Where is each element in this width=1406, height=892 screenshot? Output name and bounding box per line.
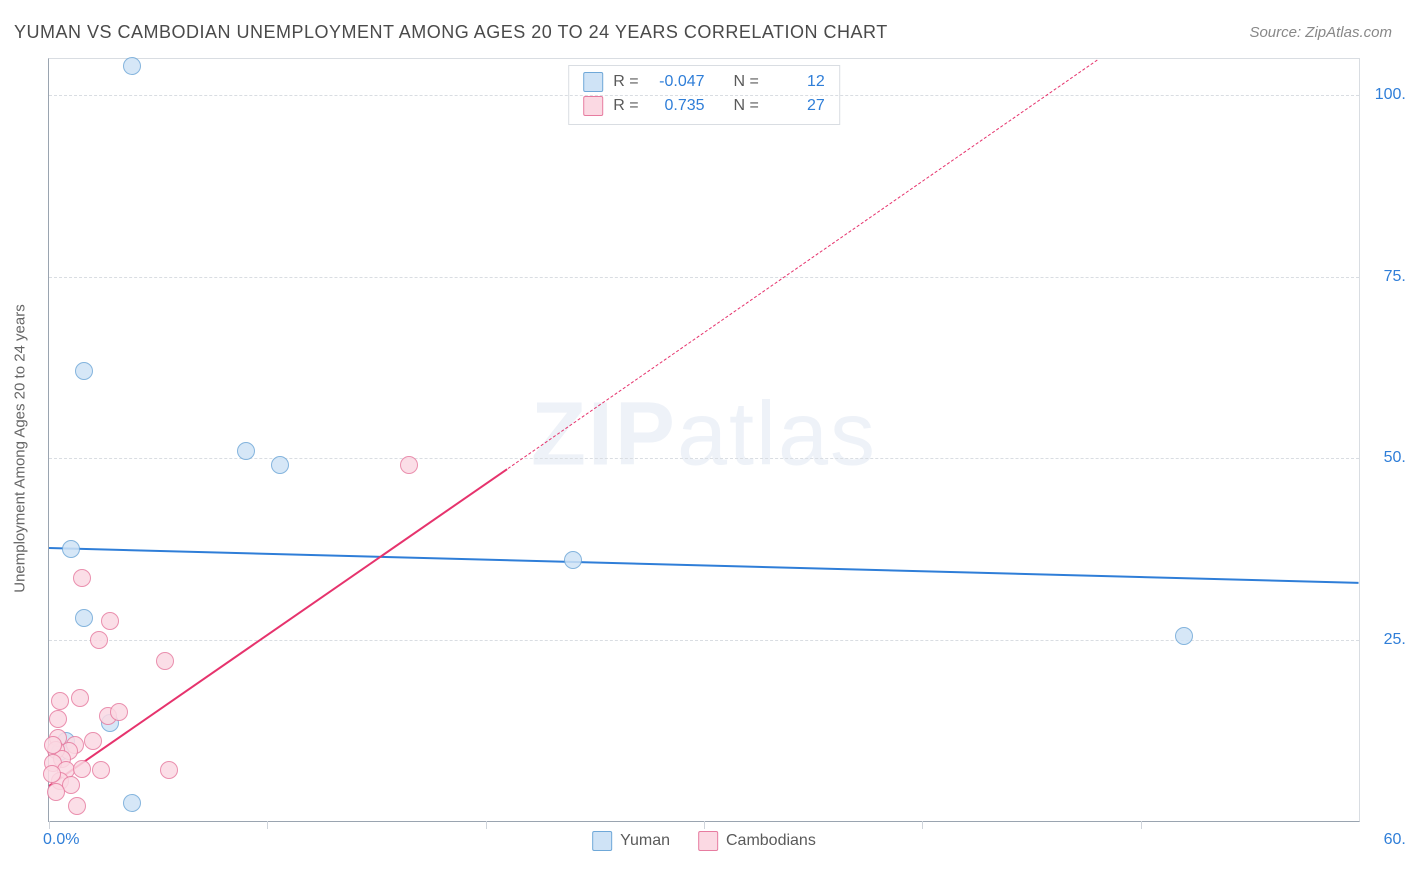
legend-item-yuman: Yuman	[592, 831, 670, 851]
data-point	[123, 57, 141, 75]
x-tick	[49, 821, 50, 829]
data-point	[110, 703, 128, 721]
data-point	[92, 761, 110, 779]
x-tick	[1141, 821, 1142, 829]
data-point	[71, 689, 89, 707]
x-tick	[922, 821, 923, 829]
x-tick	[486, 821, 487, 829]
x-tick	[267, 821, 268, 829]
data-point	[62, 540, 80, 558]
data-point	[47, 783, 65, 801]
r-value-cambodians: 0.735	[649, 94, 705, 118]
swatch-cambodians-icon	[698, 831, 718, 851]
data-point	[44, 736, 62, 754]
series-legend: Yuman Cambodians	[592, 831, 816, 851]
data-point	[84, 732, 102, 750]
trend-line	[48, 468, 508, 787]
swatch-yuman-icon	[592, 831, 612, 851]
data-point	[51, 692, 69, 710]
watermark: ZIPatlas	[531, 383, 877, 486]
r-value-yuman: -0.047	[649, 70, 705, 94]
n-value-yuman: 12	[769, 70, 825, 94]
data-point	[1175, 627, 1193, 645]
data-point	[123, 794, 141, 812]
y-tick-label: 25.0%	[1369, 631, 1406, 649]
legend-row-cambodians: R = 0.735 N = 27	[583, 94, 825, 118]
data-point	[101, 612, 119, 630]
data-point	[75, 362, 93, 380]
data-point	[564, 551, 582, 569]
y-tick-label: 75.0%	[1369, 268, 1406, 286]
scatter-plot: ZIPatlas R = -0.047 N = 12 R = 0.735 N =…	[48, 58, 1360, 822]
y-tick-label: 50.0%	[1369, 449, 1406, 467]
source-label: Source: ZipAtlas.com	[1249, 24, 1392, 41]
legend-row-yuman: R = -0.047 N = 12	[583, 70, 825, 94]
gridline	[49, 95, 1359, 96]
n-value-cambodians: 27	[769, 94, 825, 118]
x-tick	[704, 821, 705, 829]
data-point	[73, 569, 91, 587]
data-point	[49, 710, 67, 728]
data-point	[90, 631, 108, 649]
y-tick-label: 100.0%	[1369, 86, 1406, 104]
data-point	[43, 765, 61, 783]
legend-item-cambodians: Cambodians	[698, 831, 816, 851]
x-min-label: 0.0%	[43, 831, 79, 849]
swatch-cambodians-icon	[583, 96, 603, 116]
data-point	[156, 652, 174, 670]
data-point	[160, 761, 178, 779]
gridline	[49, 277, 1359, 278]
data-point	[75, 609, 93, 627]
trend-line	[49, 547, 1359, 584]
gridline	[49, 640, 1359, 641]
data-point	[271, 456, 289, 474]
swatch-yuman-icon	[583, 72, 603, 92]
x-max-label: 60.0%	[1384, 831, 1406, 849]
data-point	[237, 442, 255, 460]
data-point	[400, 456, 418, 474]
data-point	[73, 760, 91, 778]
y-axis-label: Unemployment Among Ages 20 to 24 years	[12, 249, 29, 649]
chart-title: YUMAN VS CAMBODIAN UNEMPLOYMENT AMONG AG…	[14, 22, 888, 43]
data-point	[68, 797, 86, 815]
